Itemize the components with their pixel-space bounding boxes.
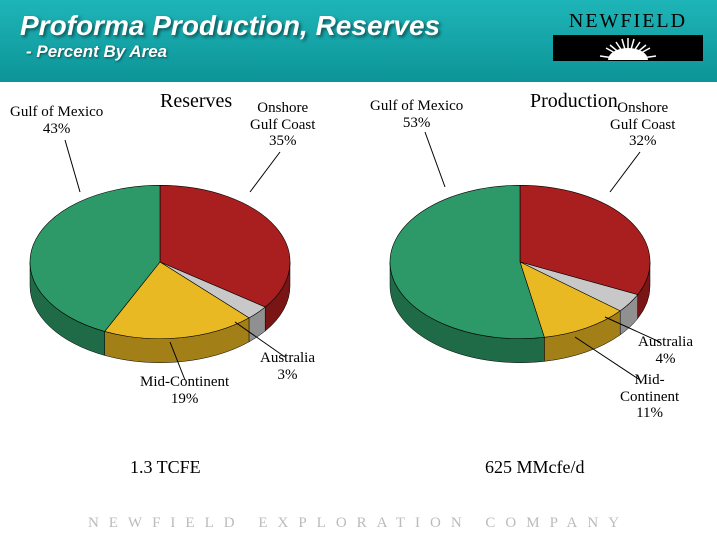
reserves-chart: OnshoreGulf Coast35% Australia3% Mid-Conti… [10, 82, 360, 422]
production-chart: OnshoreGulf Coast32% Australia4% Mid-Conti… [370, 82, 717, 422]
logo-text: NEWFIELD [553, 10, 703, 33]
slice-label: OnshoreGulf Coast32% [610, 100, 675, 150]
slice-label: OnshoreGulf Coast35% [250, 100, 315, 150]
slice-label: Australia4% [638, 334, 693, 367]
charts-area: Reserves Production OnshoreGulf Coast35%… [0, 82, 717, 492]
reserves-caption: 1.3 TCFE [130, 457, 201, 478]
logo-bar [553, 35, 703, 61]
slice-label: Australia3% [260, 350, 315, 383]
footer: NEWFIELD EXPLORATION COMPANY [0, 515, 717, 532]
slice-label: Mid-Continent11% [620, 372, 679, 422]
slice-label: Gulf of Mexico43% [10, 104, 103, 137]
sun-icon [598, 32, 658, 60]
production-caption: 625 MMcfe/d [485, 457, 584, 478]
company-logo: NEWFIELD [553, 10, 703, 61]
slice-label: Mid-Continent19% [140, 374, 229, 407]
header: Proforma Production, Reserves - Percent … [0, 0, 717, 82]
slice-label: Gulf of Mexico53% [370, 98, 463, 131]
